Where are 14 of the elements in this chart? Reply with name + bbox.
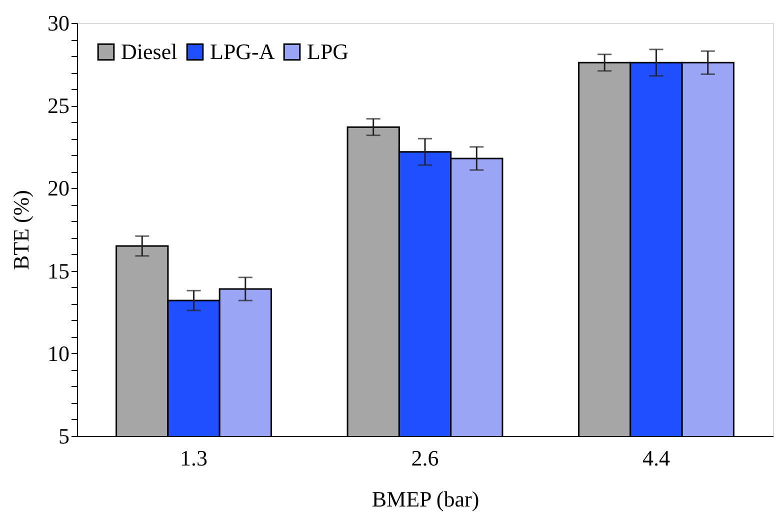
y-tick-label: 20 xyxy=(48,176,70,201)
y-tick-label: 15 xyxy=(48,258,70,284)
y-tick-label: 30 xyxy=(48,10,70,36)
y-tick-label: 25 xyxy=(48,93,70,118)
x-tick-label: 2.6 xyxy=(411,446,439,470)
x-tick-label: 4.4 xyxy=(642,446,670,470)
x-axis-title: BMEP (bar) xyxy=(372,486,480,512)
y-axis-title: BTE (%) xyxy=(8,190,34,270)
legend-label: LPG xyxy=(307,39,349,64)
y-tick-label: 5 xyxy=(58,424,70,448)
y-tick-label: 10 xyxy=(48,340,70,366)
x-tick-label: 1.3 xyxy=(180,446,208,470)
legend-label: LPG-A xyxy=(210,39,275,64)
legend-label: Diesel xyxy=(121,39,178,64)
